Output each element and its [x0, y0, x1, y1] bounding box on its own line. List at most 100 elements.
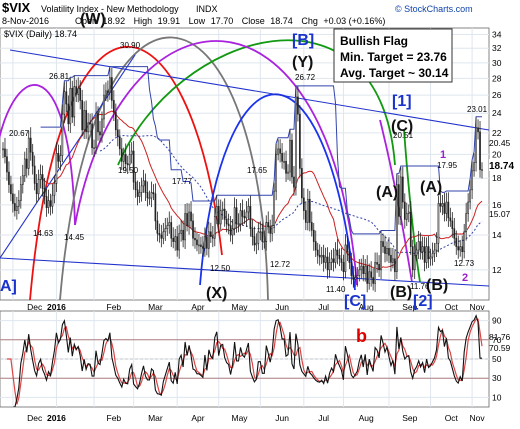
chg-value: +0.03 (+0.16%) — [323, 16, 385, 26]
candle — [25, 147, 28, 178]
rsi-y-tick-label: 50 — [492, 354, 502, 364]
candle — [287, 164, 289, 180]
candle — [312, 222, 315, 251]
candle — [124, 143, 127, 172]
candle — [233, 197, 236, 236]
price-annotations: 26.81 30.90 20.67 14.63 14.45 19.50 17.7… — [9, 41, 488, 294]
candle — [229, 215, 232, 242]
price-label-17-77: 17.77 — [172, 177, 193, 186]
candle — [376, 252, 378, 273]
x-month-label: Apr — [191, 302, 204, 312]
candle — [334, 242, 337, 269]
candle — [330, 249, 333, 271]
candle — [87, 112, 89, 141]
candle — [415, 242, 418, 262]
candle — [77, 77, 80, 103]
candle — [461, 235, 464, 261]
candle — [120, 137, 123, 171]
wave-Y: (Y) — [292, 54, 313, 71]
candle — [481, 162, 483, 179]
x-month-label: May — [231, 413, 248, 423]
candle — [105, 82, 107, 102]
candle — [178, 224, 181, 259]
candle — [396, 174, 398, 280]
candle — [73, 75, 76, 127]
candle — [340, 247, 343, 271]
candle — [328, 252, 331, 278]
candle — [8, 161, 10, 193]
green-arc — [117, 39, 396, 166]
x-month-label: Sep — [402, 413, 417, 423]
candle — [322, 244, 325, 272]
price-y-axis: 12 14 16 18 20 22 24 26 28 30 32 34 — [492, 30, 502, 275]
wave-C-bracket: [C] — [344, 293, 366, 310]
candle — [113, 90, 115, 122]
candle — [441, 195, 444, 216]
price-label-14-45: 14.45 — [64, 233, 85, 242]
candle — [41, 165, 44, 197]
candle — [101, 111, 103, 143]
candle — [364, 259, 367, 282]
candle — [128, 143, 131, 171]
candle — [45, 188, 48, 217]
candle — [114, 103, 117, 137]
candle — [221, 201, 224, 220]
x-year-label: 2016 — [47, 302, 66, 312]
candle — [324, 247, 327, 269]
candle — [439, 192, 442, 213]
candle — [257, 222, 260, 251]
candle — [63, 82, 66, 123]
price-y-tick-label: 14 — [492, 230, 502, 240]
candle — [150, 181, 153, 208]
wave-X: (X) — [206, 285, 227, 302]
candle — [130, 142, 133, 164]
candle — [118, 129, 121, 156]
candle — [148, 190, 151, 205]
candle — [225, 210, 228, 233]
candle — [154, 183, 157, 230]
candle — [285, 150, 287, 182]
x-month-label: Feb — [107, 302, 122, 312]
candle — [384, 235, 386, 263]
candle — [219, 199, 222, 230]
candle — [29, 127, 32, 161]
arc-overlays — [0, 36, 421, 300]
candle — [453, 217, 456, 246]
candle — [350, 252, 353, 285]
candle — [370, 261, 372, 287]
candle — [188, 203, 190, 235]
candle — [401, 166, 404, 209]
candle — [425, 237, 428, 269]
candle — [19, 176, 22, 209]
wave-2-bracket: [2] — [413, 293, 433, 310]
candles — [2, 67, 483, 293]
x-month-label: Apr — [191, 413, 204, 423]
subwave-1: 1 — [440, 149, 446, 161]
candle — [14, 193, 16, 217]
candle — [421, 236, 424, 260]
candle — [392, 248, 394, 269]
candle — [473, 153, 475, 177]
rsi-y-tick-label: 30 — [492, 373, 502, 383]
price-label-17-95: 17.95 — [437, 161, 458, 170]
candle — [168, 211, 171, 234]
candle — [479, 121, 481, 178]
candle — [253, 226, 256, 252]
candle — [206, 226, 208, 256]
candle — [467, 193, 469, 222]
gray-arc — [59, 36, 269, 300]
candle — [85, 100, 87, 139]
price-x-axis: Dec 2016 Feb Mar Apr May Jun Jul Aug Sep Oct Nov — [27, 302, 485, 312]
candle — [427, 236, 430, 269]
wave-A-bracket: A] — [0, 278, 17, 295]
candle — [247, 198, 250, 220]
candle — [445, 192, 448, 222]
chart-symbol: $VIX — [2, 0, 31, 15]
candle — [51, 184, 54, 214]
candle — [374, 252, 376, 292]
candle — [372, 268, 374, 291]
price-y-tick-label: 26 — [492, 90, 502, 100]
note-line-1: Bullish Flag — [340, 34, 408, 48]
candle — [99, 120, 101, 143]
